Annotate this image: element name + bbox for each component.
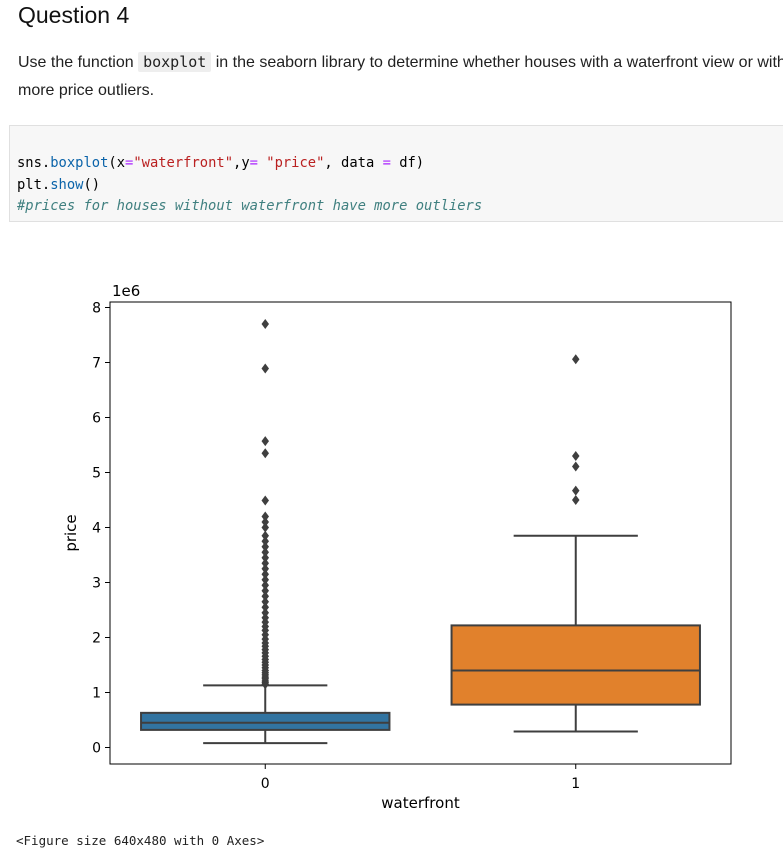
- outlier-point: [572, 461, 580, 472]
- outlier-point: [261, 580, 269, 591]
- y-offset-label: 1e6: [112, 282, 140, 300]
- outlier-point: [261, 511, 269, 522]
- outlier-point: [261, 522, 269, 533]
- outlier-point: [261, 558, 269, 569]
- outlier-point: [261, 596, 269, 607]
- outlier-point: [261, 319, 269, 329]
- outlier-point: [261, 436, 269, 447]
- question-line-2: more price outliers.: [18, 82, 155, 99]
- code-line-2: plt.show(): [17, 176, 101, 193]
- outlier-point: [572, 354, 580, 365]
- outlier-point: [261, 585, 269, 596]
- x-tick-label: 1: [571, 776, 580, 792]
- box-0: [140, 711, 391, 731]
- x-tick-label: 0: [261, 776, 270, 792]
- boxplot-figure: 0 1 2 3 4 5 6 7 8 1e6 price 0 1 waterfront: [0, 270, 783, 830]
- inline-code-boxplot: boxplot: [138, 52, 212, 72]
- outlier-point: [261, 536, 269, 547]
- outlier-point: [261, 563, 269, 574]
- plot-frame: [109, 301, 732, 765]
- outlier-point: [261, 607, 269, 618]
- y-axis-label: price: [62, 514, 80, 551]
- y-tick-label: 7: [92, 356, 101, 372]
- outlier-point: [261, 591, 269, 602]
- text-after: in the seaborn library to determine whet…: [215, 54, 783, 71]
- y-tick-label: 2: [92, 631, 101, 647]
- y-tick-label: 5: [92, 466, 101, 482]
- x-axis-label: waterfront: [381, 794, 460, 812]
- y-tick-label: 8: [92, 301, 101, 317]
- outlier-point: [572, 495, 580, 505]
- question-text: Use the function boxplot in the seaborn …: [18, 48, 783, 105]
- code-cell[interactable]: sns.boxplot(x="waterfront",y= "price", d…: [9, 125, 783, 222]
- outlier-point: [261, 495, 269, 506]
- outlier-point: [261, 363, 269, 374]
- question-title: Question 4: [18, 2, 130, 28]
- y-tick-label: 1: [92, 686, 101, 702]
- outlier-point: [261, 547, 269, 558]
- y-tick-label: 0: [92, 741, 101, 757]
- outlier-point: [261, 552, 269, 563]
- code-line-1: sns.boxplot(x="waterfront",y= "price", d…: [17, 155, 425, 171]
- outlier-point: [261, 517, 269, 527]
- code-comment: #prices for houses without waterfront ha…: [17, 198, 483, 214]
- box-1: [450, 624, 701, 706]
- figure-output-text: <Figure size 640x480 with 0 Axes>: [16, 833, 265, 848]
- outlier-point: [261, 448, 269, 459]
- outlier-point: [261, 569, 269, 580]
- y-tick-label: 4: [92, 521, 101, 537]
- outlier-point: [261, 574, 269, 585]
- text-before: Use the function: [18, 54, 139, 71]
- boxplot-chart: 0 1 2 3 4 5 6 7 8 1e6 price 0 1 waterfront: [62, 282, 732, 812]
- y-tick-label: 6: [92, 411, 101, 427]
- code-block: sns.boxplot(x="waterfront",y= "price", d…: [17, 153, 482, 218]
- outlier-point: [572, 451, 580, 461]
- outlier-point: [572, 485, 580, 496]
- outlier-point: [261, 530, 269, 541]
- outlier-point: [261, 541, 269, 552]
- question-line-1: Use the function boxplot in the seaborn …: [18, 48, 783, 77]
- outlier-point: [261, 602, 269, 613]
- y-tick-label: 3: [92, 576, 101, 592]
